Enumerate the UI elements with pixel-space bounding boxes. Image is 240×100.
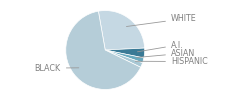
Text: A.I.: A.I. xyxy=(138,41,184,52)
Wedge shape xyxy=(66,11,141,89)
Text: ASIAN: ASIAN xyxy=(137,49,195,58)
Wedge shape xyxy=(105,50,143,67)
Wedge shape xyxy=(98,11,145,50)
Wedge shape xyxy=(105,50,144,63)
Text: WHITE: WHITE xyxy=(126,14,197,26)
Text: HISPANIC: HISPANIC xyxy=(135,57,208,66)
Text: BLACK: BLACK xyxy=(35,64,79,73)
Wedge shape xyxy=(105,48,145,58)
